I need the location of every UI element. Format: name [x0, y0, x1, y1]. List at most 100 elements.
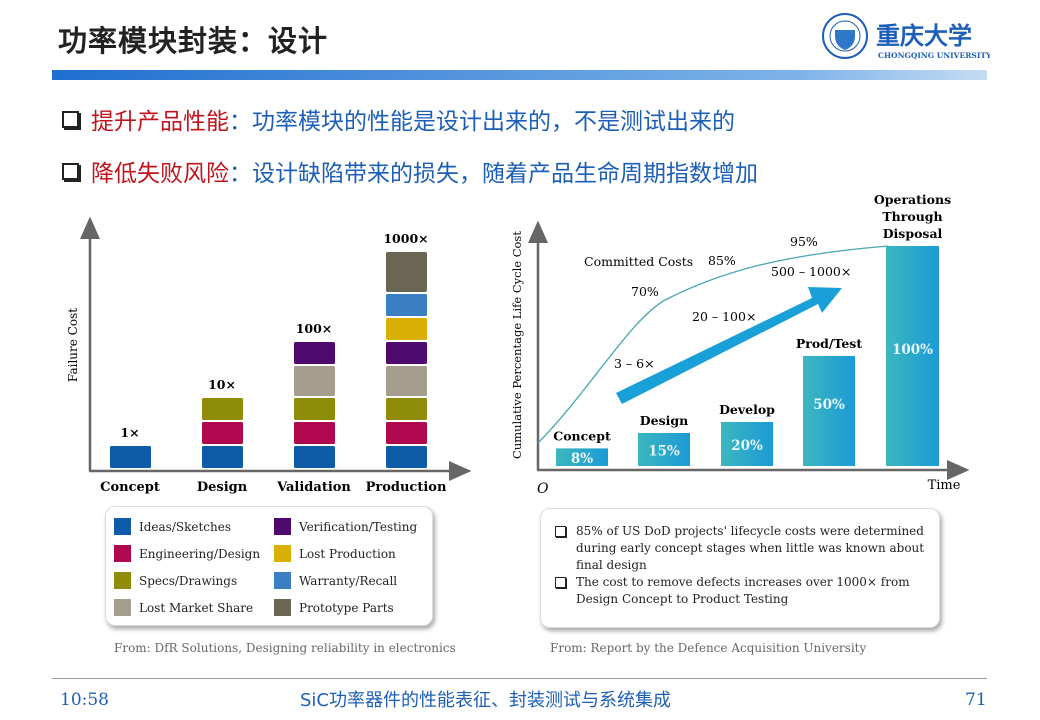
category-label: Disposal	[883, 226, 943, 241]
bar-value-label: 100%	[892, 342, 933, 358]
legend-entry: Verification/Testing	[274, 518, 417, 535]
bar-segment	[386, 294, 427, 316]
note-2: The cost to remove defects increases ove…	[555, 574, 925, 608]
legend: Ideas/Sketches Engineering/Design Specs/Dr…	[105, 506, 433, 626]
bar-segment	[386, 398, 427, 420]
bar-segment	[202, 446, 243, 468]
footer-time: 10:58	[60, 690, 109, 710]
category-label: Validation	[276, 480, 351, 495]
category-label: Operations	[874, 192, 951, 207]
line-point-label: 95%	[790, 234, 818, 249]
legend-swatch	[274, 545, 291, 562]
legend-entry: Warranty/Recall	[274, 572, 397, 589]
bullet-sep: ：	[229, 161, 252, 187]
bar-segment	[386, 252, 427, 292]
bar-segment	[294, 342, 335, 364]
legend-label: Prototype Parts	[299, 600, 394, 615]
cost-bar	[556, 448, 608, 466]
category-label: Develop	[719, 402, 775, 417]
cost-bar	[721, 422, 773, 466]
bar-value-label: 15%	[648, 444, 680, 460]
legend-entry: Specs/Drawings	[114, 572, 237, 589]
bar-label: 1000×	[383, 231, 428, 246]
legend-swatch	[114, 545, 131, 562]
source-right: From: Report by the Defence Acquisition …	[550, 641, 867, 655]
legend-entry: Ideas/Sketches	[114, 518, 231, 535]
arrow-label: 500 – 1000×	[771, 264, 851, 279]
legend-label: Specs/Drawings	[139, 573, 238, 588]
origin-label: O	[537, 481, 549, 497]
bar-segment	[386, 422, 427, 444]
arrow-label: 20 – 100×	[692, 309, 756, 324]
note-text: The cost to remove defects increases ove…	[576, 575, 910, 606]
footer-divider	[52, 678, 987, 679]
checkbox-bullet-icon	[555, 577, 566, 588]
legend-label: Ideas/Sketches	[139, 519, 232, 534]
line-point-label: 70%	[631, 284, 659, 299]
bar-label: 1×	[120, 425, 139, 440]
category-label: Production	[366, 480, 447, 495]
cost-bar	[886, 246, 939, 466]
bar-value-label: 8%	[571, 451, 593, 467]
bar-segment	[386, 342, 427, 364]
bar-segment	[386, 446, 427, 468]
checkbox-bullet-icon	[555, 526, 566, 537]
failure-cost-chart: Failure Cost 1× Concept 10× Design 100× Valid…	[66, 216, 472, 495]
slide-title: 功率模块封装：设计	[58, 24, 329, 58]
bar-value-label: 20%	[731, 438, 763, 454]
note-text: 85% of US DoD projects' lifecycle costs …	[576, 524, 925, 572]
bullet-2: 降低失败风险：设计缺陷带来的损失，随着产品生命周期指数增加	[62, 154, 758, 188]
x-axis-label: Time	[928, 478, 961, 493]
bullet-keyword: 提升产品性能	[91, 109, 229, 135]
bullet-text: 功率模块的性能是设计出来的，不是测试出来的	[252, 109, 735, 135]
title-underline	[52, 70, 987, 80]
cost-bar	[638, 433, 690, 466]
legend-label: Verification/Testing	[299, 519, 418, 534]
bar-label: 10×	[208, 377, 236, 392]
legend-swatch	[114, 518, 131, 535]
legend-entry: Engineering/Design	[114, 545, 260, 562]
committed-costs-label: Committed Costs	[584, 254, 693, 269]
legend-label: Warranty/Recall	[299, 573, 398, 588]
legend-label: Lost Production	[299, 546, 396, 561]
checkbox-bullet-icon	[62, 110, 79, 128]
bar-segment	[202, 398, 243, 420]
legend-entry: Lost Market Share	[114, 599, 253, 616]
committed-costs-line	[537, 245, 889, 444]
y-axis-label: Failure Cost	[66, 308, 80, 382]
legend-swatch	[114, 572, 131, 589]
legend-swatch	[274, 518, 291, 535]
footer-title: SiC功率器件的性能表征、封装测试与系统集成	[300, 690, 671, 711]
arrow-label: 3 – 6×	[614, 356, 655, 371]
source-left: From: DfR Solutions, Designing reliabili…	[114, 641, 456, 655]
bar-segment	[110, 446, 151, 468]
bar-segment	[294, 398, 335, 420]
bar-value-label: 50%	[813, 397, 845, 413]
page-number: 71	[965, 690, 987, 710]
bar-segment	[386, 366, 427, 396]
bullet-text: 设计缺陷带来的损失，随着产品生命周期指数增加	[252, 161, 758, 187]
life-cycle-cost-chart: Cumulative Percentage Life Cycle Cost O …	[510, 192, 970, 497]
legend-swatch	[114, 599, 131, 616]
bar-segment	[386, 318, 427, 340]
category-label: Design	[640, 413, 688, 428]
cost-bar	[803, 356, 855, 466]
bullet-keyword: 降低失败风险	[91, 161, 229, 187]
category-label: Concept	[100, 480, 160, 495]
legend-label: Lost Market Share	[139, 600, 254, 615]
legend-swatch	[274, 599, 291, 616]
bullet-1: 提升产品性能：功率模块的性能是设计出来的，不是测试出来的	[62, 102, 735, 136]
y-axis-label: Cumulative Percentage Life Cycle Cost	[510, 231, 524, 459]
bar-segment	[294, 446, 335, 468]
bar-label: 100×	[296, 321, 333, 336]
checkbox-bullet-icon	[62, 162, 79, 180]
category-label: Through	[882, 209, 942, 224]
trend-arrow	[616, 287, 842, 404]
legend-swatch	[274, 572, 291, 589]
note-1: 85% of US DoD projects' lifecycle costs …	[555, 523, 925, 574]
category-label: Concept	[553, 428, 611, 443]
category-label: Design	[197, 480, 248, 495]
bar-segment	[294, 366, 335, 396]
category-label: Prod/Test	[796, 336, 862, 351]
legend-entry: Lost Production	[274, 545, 396, 562]
